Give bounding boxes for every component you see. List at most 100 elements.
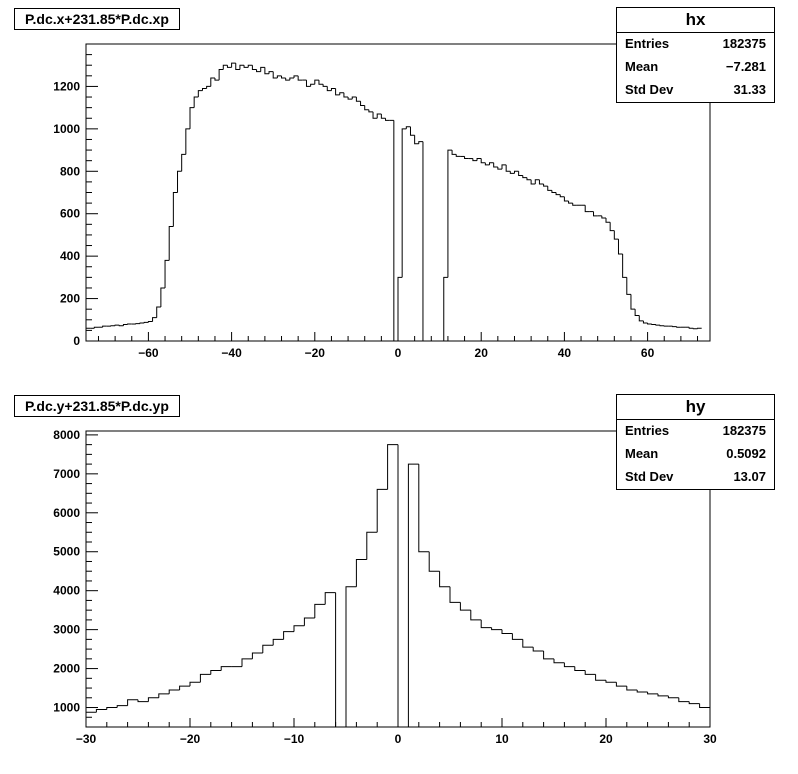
histogram-bin [387, 444, 398, 490]
histogram-bin [484, 162, 490, 166]
histogram-bin [518, 171, 523, 177]
histogram-bin [310, 83, 315, 87]
y-tick-label: 200 [60, 292, 80, 306]
histogram-bin [470, 610, 482, 621]
histogram-bin [172, 192, 178, 227]
histogram-bin [455, 154, 461, 157]
histogram-bin [530, 179, 536, 185]
histogram-bin [231, 62, 236, 68]
histogram-bin [339, 92, 344, 95]
histogram-bin [491, 627, 502, 631]
x-tick-label: 30 [703, 732, 717, 746]
histogram-bin [659, 325, 665, 327]
histogram-bin [655, 324, 661, 326]
histogram-bin [85, 327, 91, 341]
x-tick-label: −30 [76, 732, 97, 746]
histogram-bin [626, 277, 631, 295]
histogram-bin [428, 551, 440, 572]
histogram-pad-hx: −60 −40 −20 0 20 40 60 0 200 400 600 800 1000 1200 P.… [14, 7, 775, 360]
histogram-bin [574, 666, 586, 672]
histogram-bin [345, 586, 357, 727]
histogram-bin [414, 135, 419, 145]
histogram-bin [185, 128, 190, 155]
y-tick-label: 0 [73, 334, 80, 348]
histogram-bin [201, 88, 207, 91]
histogram-bin [595, 674, 606, 681]
histogram-bin [638, 315, 644, 322]
histogram-bin [95, 708, 107, 713]
histogram-bin [526, 177, 532, 181]
histogram-bin [522, 175, 527, 179]
histogram-bin [251, 65, 257, 70]
histogram-bin [318, 80, 324, 85]
y-tick-label: 5000 [53, 545, 80, 559]
histogram-bin [222, 64, 228, 70]
histogram-bin [214, 77, 220, 81]
histogram-bin [472, 158, 478, 162]
y-tick-label: 1000 [53, 122, 80, 136]
histogram-bin [114, 324, 120, 326]
histogram-bin [489, 162, 494, 165]
stats-box-hx: hx Entries 182375 Mean −7.281 Std Dev 31… [616, 7, 775, 103]
histogram-bin [239, 64, 245, 70]
histogram-bin [355, 97, 361, 102]
histogram-bin [636, 690, 648, 693]
histogram-bin [122, 323, 128, 326]
histogram-bin [451, 150, 457, 155]
x-tick-label: 20 [475, 346, 489, 360]
histogram-bin [647, 691, 658, 695]
histogram-bin [584, 670, 596, 675]
chart-title-hy: P.dc.y+231.85*P.dc.yp [14, 395, 180, 417]
y-tick-label: 6000 [53, 506, 80, 520]
histogram-bin [102, 325, 107, 328]
histogram-bin [156, 306, 161, 318]
histogram-bin [181, 153, 186, 172]
stats-box-hy: hy Entries 182375 Mean 0.5092 Std Dev 13… [616, 394, 775, 490]
histogram-bin [197, 90, 203, 98]
histogram-bin [137, 699, 149, 703]
y-tick-label: 800 [60, 164, 80, 178]
histogram-bin [289, 77, 294, 81]
histogram-bin [147, 320, 153, 323]
stats-row-entries: Entries 182375 [625, 36, 766, 51]
y-tick-label: 4000 [53, 584, 80, 598]
histogram-bin [324, 592, 336, 605]
histogram-bin [376, 488, 388, 533]
histogram-bin [678, 697, 690, 703]
hy-plot: −30 −20 −10 0 10 20 30 1000 2000 3000 4000 5000 6000… [53, 428, 717, 746]
histogram-bin [268, 71, 274, 74]
stats-row-mean: Mean 0.5092 [625, 446, 766, 461]
histogram-bin [609, 222, 615, 232]
histogram-bin [235, 63, 240, 70]
histogram-bin [380, 114, 386, 119]
histogram-bin [568, 200, 573, 204]
histogram-bin [584, 205, 590, 213]
histogram-bin [401, 128, 407, 278]
histogram-bin [538, 179, 544, 185]
histogram-bin [511, 633, 523, 640]
histogram-bin [243, 65, 249, 68]
histogram-bin [335, 592, 346, 728]
histogram-bin [480, 619, 492, 629]
histogram-bin [688, 327, 694, 329]
histogram-bin [449, 586, 461, 603]
histogram-bin [260, 66, 265, 72]
histogram-bin [303, 617, 315, 626]
histogram-bin [164, 259, 170, 288]
histogram-bin [501, 164, 507, 170]
histogram-bin [210, 670, 222, 675]
histogram-bin [366, 531, 378, 560]
histogram-bin [158, 693, 170, 698]
histogram-bin [106, 707, 118, 710]
histogram-bin [193, 96, 199, 108]
histogram-bin [281, 75, 286, 79]
histogram-bin [168, 689, 180, 694]
y-tick-label: 400 [60, 249, 80, 263]
histogram-bin [305, 80, 311, 87]
histogram-bin [534, 179, 540, 185]
histogram-bin [505, 164, 511, 172]
histogram-bin [351, 96, 357, 100]
histogram-bin [447, 149, 453, 278]
histogram-bin [501, 629, 513, 635]
histogram-bin [177, 170, 182, 193]
